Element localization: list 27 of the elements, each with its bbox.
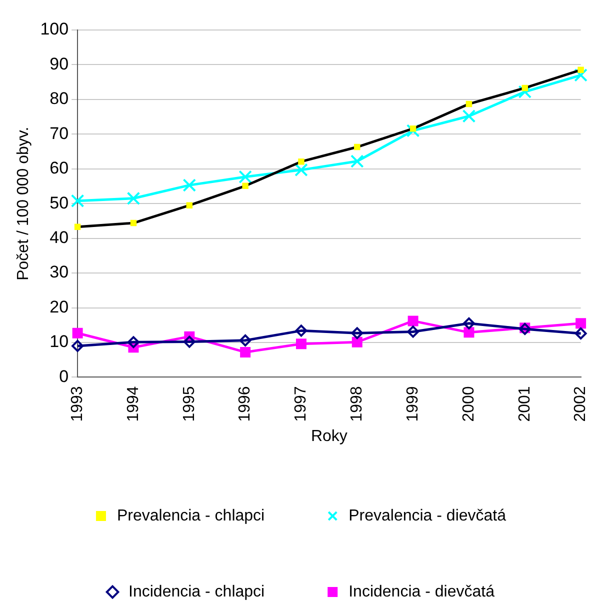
y-tick-label: 80 xyxy=(50,89,69,108)
legend-label: Incidencia - dievčatá xyxy=(348,583,495,600)
legend-label: Prevalencia - dievčatá xyxy=(348,507,506,524)
x-tick-label: 2000 xyxy=(460,386,478,422)
x-tick-label: 1995 xyxy=(180,386,198,422)
y-tick-label: 30 xyxy=(50,262,69,282)
y-tick-label: 20 xyxy=(50,297,69,316)
x-tick-label: 1998 xyxy=(348,386,366,422)
y-tick-label: 100 xyxy=(40,20,69,39)
x-tick-label: 2001 xyxy=(516,386,534,422)
y-tick-label: 50 xyxy=(50,193,69,212)
y-tick-label: 90 xyxy=(50,54,69,74)
y-tick-label: 10 xyxy=(50,332,69,352)
y-tick-label: 40 xyxy=(50,228,69,248)
x-tick-label: 2002 xyxy=(572,386,590,422)
y-tick-label: 70 xyxy=(50,124,69,143)
x-axis-title: Roky xyxy=(310,428,348,445)
x-tick-label: 1996 xyxy=(236,386,254,422)
y-axis-title: Počet / 100 000 obyv. xyxy=(15,126,32,280)
y-tick-label: 0 xyxy=(59,366,69,386)
x-tick-label: 1999 xyxy=(404,386,422,422)
legend-label: Prevalencia - chlapci xyxy=(116,507,265,524)
x-tick-label: 1993 xyxy=(68,386,86,422)
y-tick-label: 60 xyxy=(50,158,69,178)
legend-label: Incidencia - chlapci xyxy=(128,583,265,600)
x-tick-label: 1997 xyxy=(292,386,310,422)
x-tick-label: 1994 xyxy=(124,386,142,422)
